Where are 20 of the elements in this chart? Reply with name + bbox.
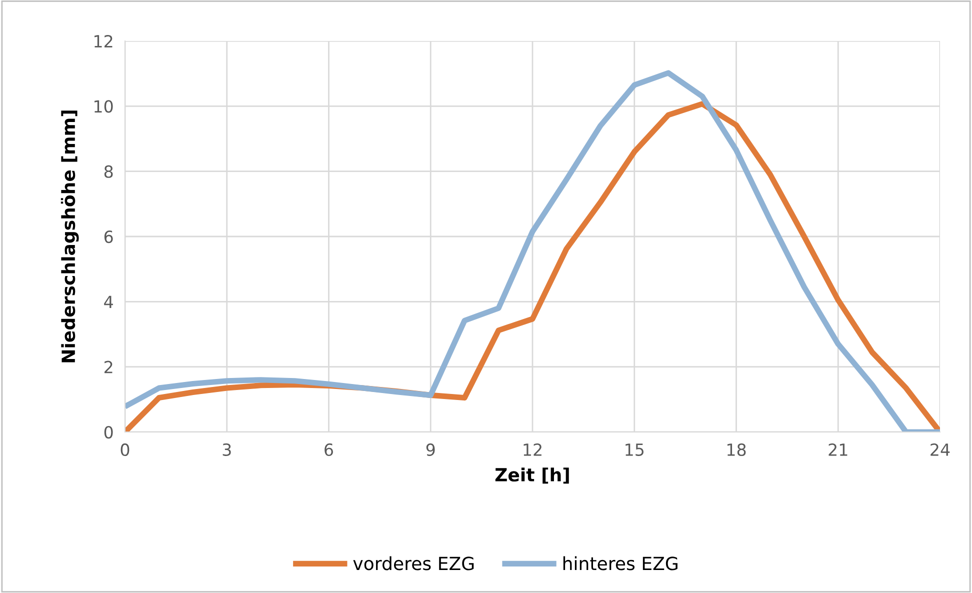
x-tick-label: 0 xyxy=(120,443,130,456)
x-tick-label: 6 xyxy=(324,443,334,456)
x-tick-label: 3 xyxy=(222,443,231,456)
y-tick-label: 8 xyxy=(104,165,113,178)
x-tick-label: 15 xyxy=(626,444,644,456)
legend-label: vorderes EZG xyxy=(353,556,474,570)
x-tick-label: 9 xyxy=(426,443,435,456)
x-tick-label: 18 xyxy=(727,443,746,456)
y-tick-label: 4 xyxy=(104,296,113,308)
y-tick-label: 0 xyxy=(104,426,113,439)
x-tick-label: 24 xyxy=(930,443,950,456)
y-tick-label: 12 xyxy=(94,34,112,48)
y-tick-label: 10 xyxy=(94,100,113,113)
legend-label: hinteres EZG xyxy=(563,556,678,570)
y-tick-label: 2 xyxy=(104,360,112,374)
x-tick-label: 12 xyxy=(524,443,542,456)
y-tick-label: 6 xyxy=(104,230,113,244)
y-axis-title: Niederschlagshöhe [mm] xyxy=(60,110,79,362)
x-axis-title: Zeit [h] xyxy=(495,468,569,484)
x-tick-label: 21 xyxy=(828,443,848,456)
